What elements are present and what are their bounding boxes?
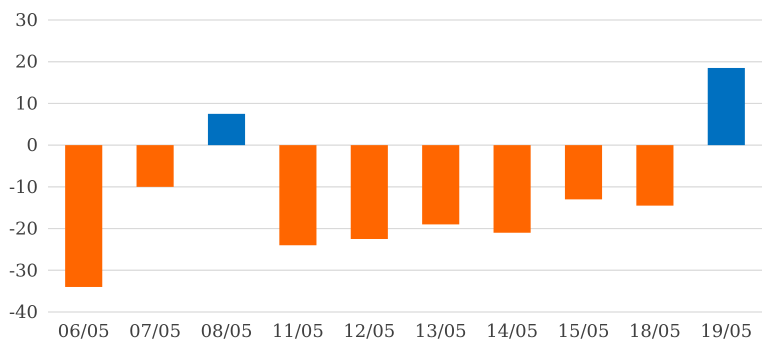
bar-19-05 bbox=[707, 67, 745, 146]
x-tick-label: 13/05 bbox=[415, 321, 467, 342]
bar-11-05 bbox=[279, 145, 317, 246]
y-tick-label: -20 bbox=[9, 219, 38, 240]
x-tick-label: 15/05 bbox=[558, 321, 610, 342]
bar-15-05 bbox=[564, 145, 603, 200]
y-tick-label: 10 bbox=[15, 93, 38, 114]
bar-08-05 bbox=[207, 113, 246, 146]
x-tick-label: 18/05 bbox=[629, 321, 681, 342]
bar-12-05 bbox=[350, 145, 388, 239]
y-tick-label: -40 bbox=[9, 302, 38, 323]
y-tick-label: -10 bbox=[9, 177, 38, 198]
x-tick-label: 07/05 bbox=[129, 321, 181, 342]
x-tick-label: 08/05 bbox=[201, 321, 253, 342]
bar-18-05 bbox=[636, 145, 674, 206]
y-axis-ticks: 30 20 10 0 -10 -20 -30 -40 bbox=[9, 10, 38, 323]
bars bbox=[65, 67, 745, 287]
y-tick-label: 20 bbox=[15, 52, 38, 73]
bar-14-05 bbox=[493, 145, 531, 233]
x-tick-label: 12/05 bbox=[343, 321, 395, 342]
bar-07-05 bbox=[136, 145, 174, 187]
y-tick-label: -30 bbox=[9, 260, 38, 281]
x-tick-label: 14/05 bbox=[486, 321, 538, 342]
bar-06-05 bbox=[65, 145, 103, 287]
bar-13-05 bbox=[422, 145, 460, 225]
y-tick-label: 30 bbox=[15, 10, 38, 31]
x-tick-label: 19/05 bbox=[700, 321, 752, 342]
y-tick-label: 0 bbox=[27, 135, 38, 156]
x-tick-label: 11/05 bbox=[272, 321, 324, 342]
x-axis-ticks: 06/05 07/05 08/05 11/05 12/05 13/05 14/05 15/05… bbox=[58, 321, 752, 342]
x-tick-label: 06/05 bbox=[58, 321, 110, 342]
